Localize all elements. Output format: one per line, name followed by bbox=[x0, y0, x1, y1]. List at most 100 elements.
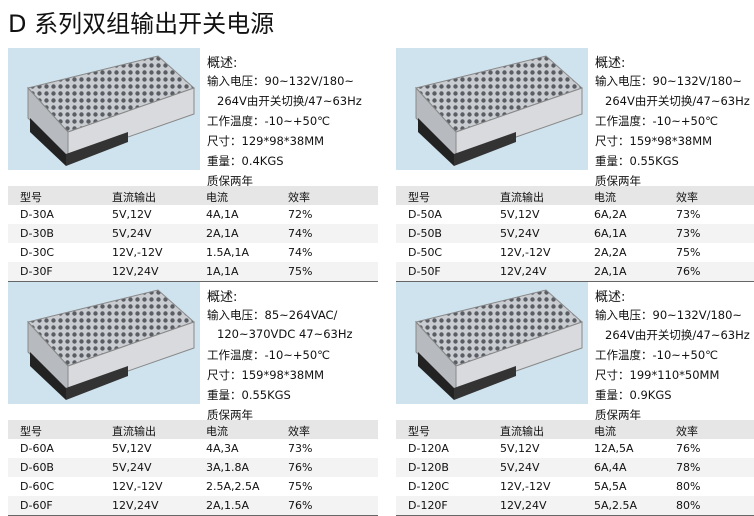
spec-line: 质保两年 bbox=[595, 174, 641, 188]
table-cell: D-50A bbox=[408, 208, 442, 221]
table-header: 型号 直流输出 电流 效率 bbox=[8, 186, 378, 206]
table-cell: D-120F bbox=[408, 499, 448, 512]
table-row: D-30B 5V,24V 2A,1A 74% bbox=[8, 224, 378, 244]
table-cell: D-60C bbox=[20, 480, 55, 493]
table-cell: 74% bbox=[288, 227, 313, 240]
table-cell: D-30C bbox=[20, 246, 55, 259]
product-photo bbox=[8, 48, 200, 170]
table-cell: 72% bbox=[288, 208, 313, 221]
table-cell: 6A,4A bbox=[594, 461, 627, 474]
table-cell: 12V,24V bbox=[112, 499, 159, 512]
table-cell: 1A,1A bbox=[206, 265, 239, 278]
table-row: D-120C 12V,-12V 5A,5A 80% bbox=[396, 477, 754, 497]
spec-line: 重量：0.4KGS bbox=[207, 154, 284, 168]
table-cell: 5V,12V bbox=[500, 442, 540, 455]
spec-line: 120~370VDC 47~63Hz bbox=[217, 327, 353, 341]
table-cell: 76% bbox=[676, 442, 701, 455]
header-cell: 效率 bbox=[288, 425, 310, 438]
table-cell: 12V,24V bbox=[500, 499, 547, 512]
table-cell: 73% bbox=[676, 227, 701, 240]
table-cell: 12A,5A bbox=[594, 442, 634, 455]
table-cell: 1.5A,1A bbox=[206, 246, 250, 259]
header-cell: 效率 bbox=[288, 191, 310, 204]
spec-line: 工作温度：-10~+50℃ bbox=[207, 348, 331, 362]
product-image bbox=[8, 282, 200, 404]
header-cell: 电流 bbox=[206, 425, 228, 438]
spec-line: 质保两年 bbox=[595, 408, 641, 422]
product-photo bbox=[8, 282, 200, 404]
table-row: D-60C 12V,-12V 2.5A,2.5A 75% bbox=[8, 477, 378, 497]
table-header: 型号 直流输出 电流 效率 bbox=[396, 420, 754, 440]
table-cell: 73% bbox=[676, 208, 701, 221]
spec-line: 重量：0.55KGS bbox=[595, 154, 679, 168]
spec-line: 尺寸：129*98*38MM bbox=[207, 134, 325, 148]
header-cell: 效率 bbox=[676, 191, 698, 204]
table-cell: 5V,24V bbox=[500, 227, 540, 240]
table-row: D-50B 5V,24V 6A,1A 73% bbox=[396, 224, 754, 244]
spec-line: 输入电压：90~132V/180~ bbox=[207, 74, 355, 88]
table-cell: 76% bbox=[288, 499, 313, 512]
table-cell: 75% bbox=[288, 265, 313, 278]
header-cell: 电流 bbox=[594, 191, 616, 204]
table-cell: 80% bbox=[676, 499, 701, 512]
header-cell: 直流输出 bbox=[112, 191, 156, 204]
spec-line: 尺寸：159*98*38MM bbox=[207, 368, 325, 382]
overview-label: 概述: bbox=[595, 56, 626, 71]
table-row: D-60F 12V,24V 2A,1.5A 76% bbox=[8, 496, 378, 516]
table-cell: D-30B bbox=[20, 227, 54, 240]
table-row: D-50A 5V,12V 6A,2A 73% bbox=[396, 205, 754, 225]
spec-line: 重量：0.9KGS bbox=[595, 388, 672, 402]
table-cell: 75% bbox=[288, 480, 313, 493]
table-cell: D-30A bbox=[20, 208, 54, 221]
table-cell: D-60A bbox=[20, 442, 54, 455]
table-cell: 12V,24V bbox=[112, 265, 159, 278]
product-photo bbox=[396, 282, 588, 404]
table-cell: 12V,-12V bbox=[112, 480, 163, 493]
product-image bbox=[8, 48, 200, 170]
table-cell: 76% bbox=[288, 461, 313, 474]
table-row: D-60B 5V,24V 3A,1.8A 76% bbox=[8, 458, 378, 478]
spec-line: 质保两年 bbox=[207, 408, 253, 422]
table-cell: D-120B bbox=[408, 461, 449, 474]
table-row: D-120A 5V,12V 12A,5A 76% bbox=[396, 439, 754, 459]
table-cell: 5V,12V bbox=[500, 208, 540, 221]
header-cell: 型号 bbox=[20, 425, 42, 438]
table-cell: 3A,1.8A bbox=[206, 461, 250, 474]
table-cell: 2.5A,2.5A bbox=[206, 480, 260, 493]
table-cell: 12V,24V bbox=[500, 265, 547, 278]
overview-label: 概述: bbox=[207, 56, 238, 71]
table-header: 型号 直流输出 电流 效率 bbox=[8, 420, 378, 440]
spec-line: 输入电压：90~132V/180~ bbox=[595, 308, 743, 322]
table-cell: 5A,2.5A bbox=[594, 499, 638, 512]
table-cell: 75% bbox=[676, 246, 701, 259]
table-cell: 78% bbox=[676, 461, 701, 474]
spec-line: 输入电压：90~132V/180~ bbox=[595, 74, 743, 88]
spec-line: 尺寸：159*98*38MM bbox=[595, 134, 713, 148]
table-cell: 12V,-12V bbox=[500, 480, 551, 493]
product-photo bbox=[396, 48, 588, 170]
table-cell: 5V,12V bbox=[112, 208, 152, 221]
table-header: 型号 直流输出 电流 效率 bbox=[396, 186, 754, 206]
spec-line: 输入电压：85~264VAC/ bbox=[207, 308, 338, 322]
overview-label: 概述: bbox=[207, 290, 238, 305]
table-cell: 76% bbox=[676, 265, 701, 278]
spec-line: 264V由开关切换/47~63Hz bbox=[605, 94, 750, 108]
table-row: D-30C 12V,-12V 1.5A,1A 74% bbox=[8, 243, 378, 263]
table-cell: 6A,2A bbox=[594, 208, 627, 221]
table-row: D-50C 12V,-12V 2A,2A 75% bbox=[396, 243, 754, 263]
header-cell: 效率 bbox=[676, 425, 698, 438]
table-cell: D-120A bbox=[408, 442, 449, 455]
spec-line: 工作温度：-10~+50℃ bbox=[595, 114, 719, 128]
spec-line: 工作温度：-10~+50℃ bbox=[595, 348, 719, 362]
table-row: D-50F 12V,24V 2A,1A 76% bbox=[396, 262, 754, 282]
table-cell: 80% bbox=[676, 480, 701, 493]
spec-line: 重量：0.55KGS bbox=[207, 388, 291, 402]
table-row: D-120B 5V,24V 6A,4A 78% bbox=[396, 458, 754, 478]
table-cell: D-60B bbox=[20, 461, 54, 474]
table-row: D-30F 12V,24V 1A,1A 75% bbox=[8, 262, 378, 282]
table-cell: 5V,24V bbox=[112, 227, 152, 240]
spec-line: 264V由开关切换/47~63Hz bbox=[605, 328, 750, 342]
header-cell: 直流输出 bbox=[500, 425, 544, 438]
overview-label: 概述: bbox=[595, 290, 626, 305]
